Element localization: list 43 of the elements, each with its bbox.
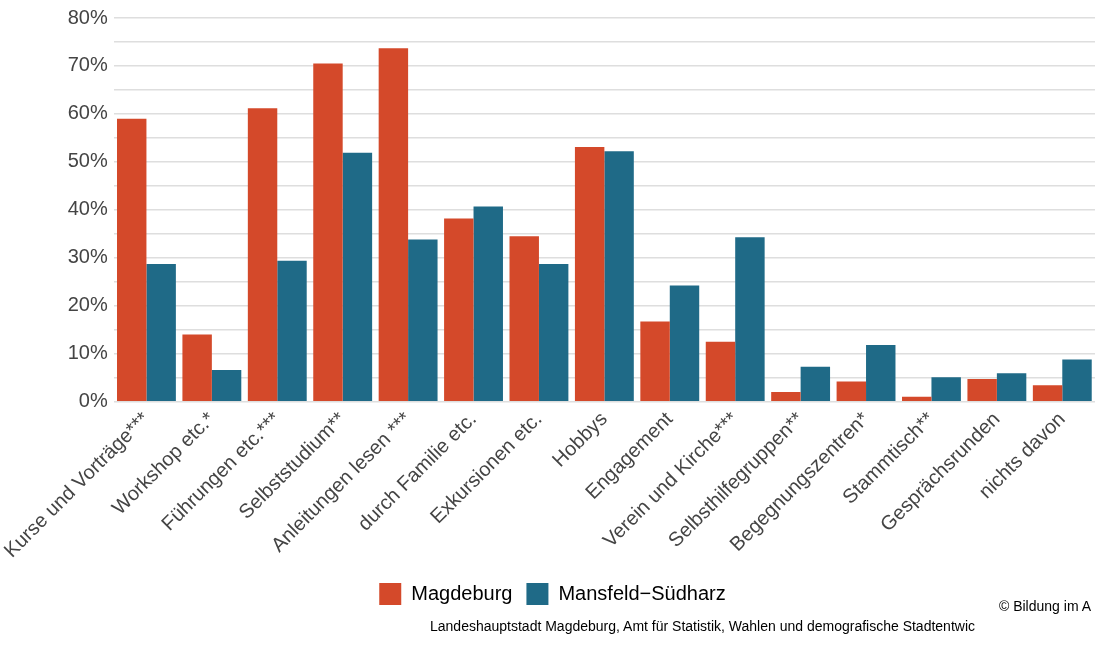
y-tick-label: 0% bbox=[78, 389, 108, 412]
bar bbox=[247, 108, 278, 401]
bar bbox=[996, 373, 1027, 401]
bar bbox=[117, 118, 147, 401]
bar bbox=[967, 379, 997, 401]
bar bbox=[735, 237, 765, 401]
bar bbox=[771, 392, 801, 401]
bar bbox=[604, 151, 634, 401]
legend-label: Magdeburg bbox=[411, 581, 513, 604]
text: © Bildung im A bbox=[998, 598, 1091, 614]
bar bbox=[931, 377, 961, 401]
bar bbox=[1062, 359, 1092, 401]
bar bbox=[836, 381, 867, 401]
y-tick-label: 40% bbox=[67, 197, 108, 220]
bar bbox=[277, 260, 307, 401]
bar bbox=[378, 48, 409, 401]
bar bbox=[640, 321, 670, 401]
bar bbox=[342, 152, 373, 401]
text: Landeshauptstadt Magdeburg, Amt für Statistik, Wahlen und demografische Stadtentwic bbox=[429, 618, 976, 634]
y-tick-label: 70% bbox=[67, 53, 108, 76]
bar bbox=[211, 370, 242, 401]
y-tick-label: 30% bbox=[67, 245, 108, 268]
bar bbox=[1032, 385, 1063, 401]
y-tick-label: 60% bbox=[67, 101, 108, 124]
y-tick-label: 80% bbox=[67, 5, 108, 28]
bar bbox=[902, 396, 932, 401]
bar bbox=[473, 206, 503, 401]
bar bbox=[146, 264, 176, 401]
bar bbox=[538, 264, 569, 401]
bar bbox=[705, 341, 736, 401]
bar bbox=[574, 147, 605, 401]
y-tick-label: 20% bbox=[67, 293, 108, 316]
bar bbox=[313, 63, 343, 401]
bar bbox=[866, 345, 896, 401]
bar bbox=[509, 236, 539, 401]
bar bbox=[408, 239, 438, 401]
y-tick-label: 50% bbox=[67, 149, 108, 172]
y-tick-label: 10% bbox=[67, 341, 108, 364]
bar bbox=[444, 218, 474, 401]
bar bbox=[800, 366, 831, 401]
bar bbox=[669, 285, 700, 401]
bar bbox=[182, 334, 212, 401]
legend-label: Mansfeld−Südharz bbox=[558, 581, 726, 604]
